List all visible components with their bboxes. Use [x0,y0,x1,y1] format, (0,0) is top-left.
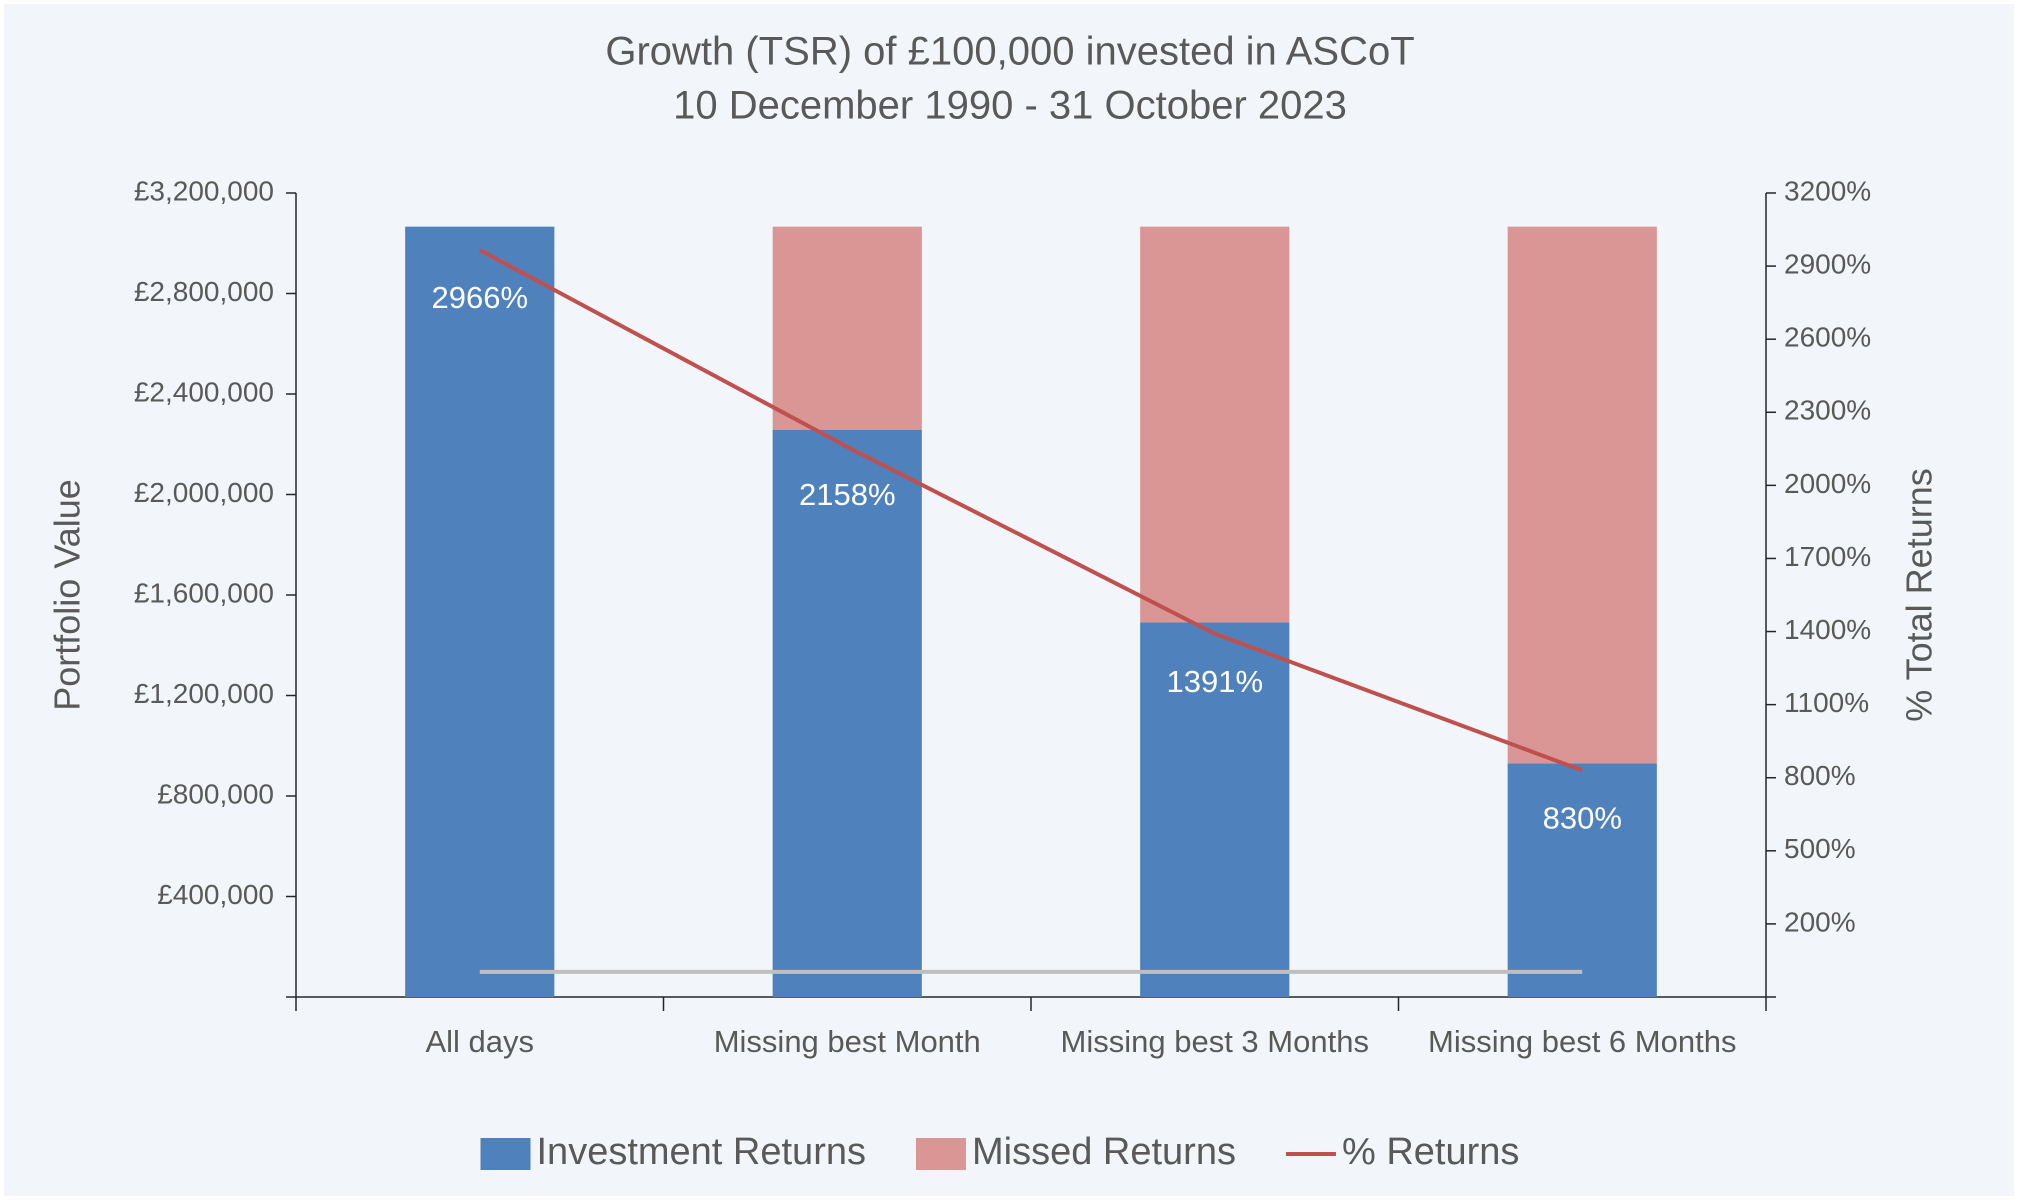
y2-tick-label: 2900% [1784,248,1871,279]
y2-tick-label: 1400% [1784,614,1871,645]
y-tick-label: £2,000,000 [134,477,274,508]
bar [405,226,555,998]
bar [1140,622,1290,997]
legend-label: % Returns [1342,1131,1519,1173]
legend-swatch [915,1138,966,1170]
y2-tick-label: 500% [1784,833,1856,864]
y-tick-label: £1,600,000 [134,577,274,608]
x-tick-label: Missing best Month [714,1024,981,1059]
y-tick-label: £1,200,000 [134,678,274,709]
y2-tick-label: 3200% [1784,175,1871,206]
bar [1507,226,1657,764]
y2-tick-label: 2600% [1784,322,1871,353]
bar [1507,763,1657,997]
data-label: 830% [1543,801,1622,836]
x-tick-label: Missing best 3 Months [1061,1024,1369,1059]
y-tick-label: £800,000 [157,778,274,809]
bar [772,226,922,430]
y-tick-label: £2,400,000 [134,376,274,407]
bar [1140,226,1290,623]
y2-tick-label: 1100% [1784,687,1869,718]
legend-label: Investment Returns [537,1131,866,1173]
y-tick-label: £400,000 [157,879,274,910]
legend-swatch [480,1138,531,1170]
y2-tick-label: 2000% [1784,468,1871,499]
y2-axis-title: % Total Returns [1899,468,1940,721]
bar [772,429,922,997]
y-tick-label: £2,800,000 [134,276,274,307]
chart-background [4,4,2014,1196]
chart-subtitle: 10 December 1990 - 31 October 2023 [673,84,1347,128]
legend-label: Missed Returns [972,1131,1236,1173]
data-label: 2158% [799,477,896,512]
y2-tick-label: 200% [1784,906,1856,937]
data-label: 1391% [1166,664,1263,699]
data-label: 2966% [431,280,528,315]
y-axis-title: Portfolio Value [47,479,88,710]
x-tick-label: Missing best 6 Months [1428,1024,1736,1059]
chart-title: Growth (TSR) of £100,000 invested in ASC… [605,30,1414,74]
y2-tick-label: 800% [1784,760,1856,791]
x-tick-label: All days [425,1024,534,1059]
line [478,248,1583,773]
y-tick-label: £3,200,000 [134,175,274,206]
y2-tick-label: 1700% [1784,541,1871,572]
y2-tick-label: 2300% [1784,395,1871,426]
